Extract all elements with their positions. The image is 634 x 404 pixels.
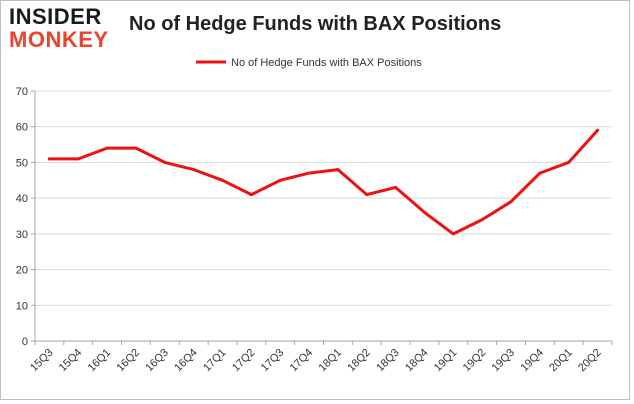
x-tick-label: 17Q3	[259, 347, 287, 375]
data-point	[192, 168, 196, 172]
y-tick-label: 70	[16, 86, 28, 98]
x-tick-label: 19Q4	[518, 347, 546, 375]
data-point	[134, 146, 138, 150]
data-point	[307, 171, 311, 175]
x-tick-label: 15Q4	[57, 347, 85, 375]
y-tick-label: 60	[16, 122, 28, 134]
x-tick-label: 16Q3	[143, 347, 171, 375]
data-point	[394, 185, 398, 189]
x-tick-label: 19Q3	[490, 347, 518, 375]
data-point	[480, 218, 484, 222]
gridlines	[35, 90, 612, 306]
x-tick-label: 18Q4	[403, 347, 431, 375]
data-point	[365, 193, 369, 197]
x-tick-label: 20Q1	[547, 347, 575, 375]
x-tick-label: 19Q1	[432, 347, 460, 375]
data-point	[509, 200, 513, 204]
data-point	[451, 232, 455, 236]
x-tick-label: 16Q4	[172, 347, 200, 375]
y-tick-label: 50	[16, 157, 28, 169]
x-tick-label: 18Q3	[374, 347, 402, 375]
data-point	[538, 171, 542, 175]
x-tick-label: 17Q1	[201, 347, 229, 375]
logo-line2: MONKEY	[9, 27, 109, 52]
data-point	[567, 160, 571, 164]
x-tick-label: 20Q2	[576, 347, 604, 375]
x-tick-label: 16Q1	[86, 347, 114, 375]
series-line	[47, 128, 600, 236]
data-point	[249, 193, 253, 197]
x-tick-label: 18Q1	[317, 347, 345, 375]
y-tick-label: 0	[22, 336, 28, 348]
x-tick-label: 18Q2	[345, 347, 373, 375]
chart-title: No of Hedge Funds with BAX Positions	[129, 13, 502, 35]
x-tick-label: 15Q3	[28, 347, 56, 375]
y-tick-label: 30	[16, 229, 28, 241]
legend: No of Hedge Funds with BAX Positions	[196, 57, 422, 69]
insider-monkey-logo: INSIDER MONKEY	[9, 6, 121, 51]
logo-line1: INSIDER	[9, 4, 102, 29]
legend-label: No of Hedge Funds with BAX Positions	[231, 57, 422, 69]
y-tick-label: 40	[16, 193, 28, 205]
x-tick-label: 17Q2	[230, 347, 258, 375]
series-layer	[47, 128, 600, 236]
data-point	[596, 128, 600, 132]
data-point	[336, 168, 340, 172]
data-point	[76, 157, 80, 161]
data-point	[422, 210, 426, 214]
data-point	[47, 157, 51, 161]
data-point	[163, 160, 167, 164]
data-point	[278, 178, 282, 182]
y-tick-label: 10	[16, 300, 28, 312]
data-point	[221, 178, 225, 182]
data-point	[105, 146, 109, 150]
x-tick-label: 19Q2	[461, 347, 489, 375]
y-tick-label: 20	[16, 265, 28, 277]
x-tick-label: 17Q4	[288, 347, 316, 375]
x-tick-label: 16Q2	[115, 347, 143, 375]
